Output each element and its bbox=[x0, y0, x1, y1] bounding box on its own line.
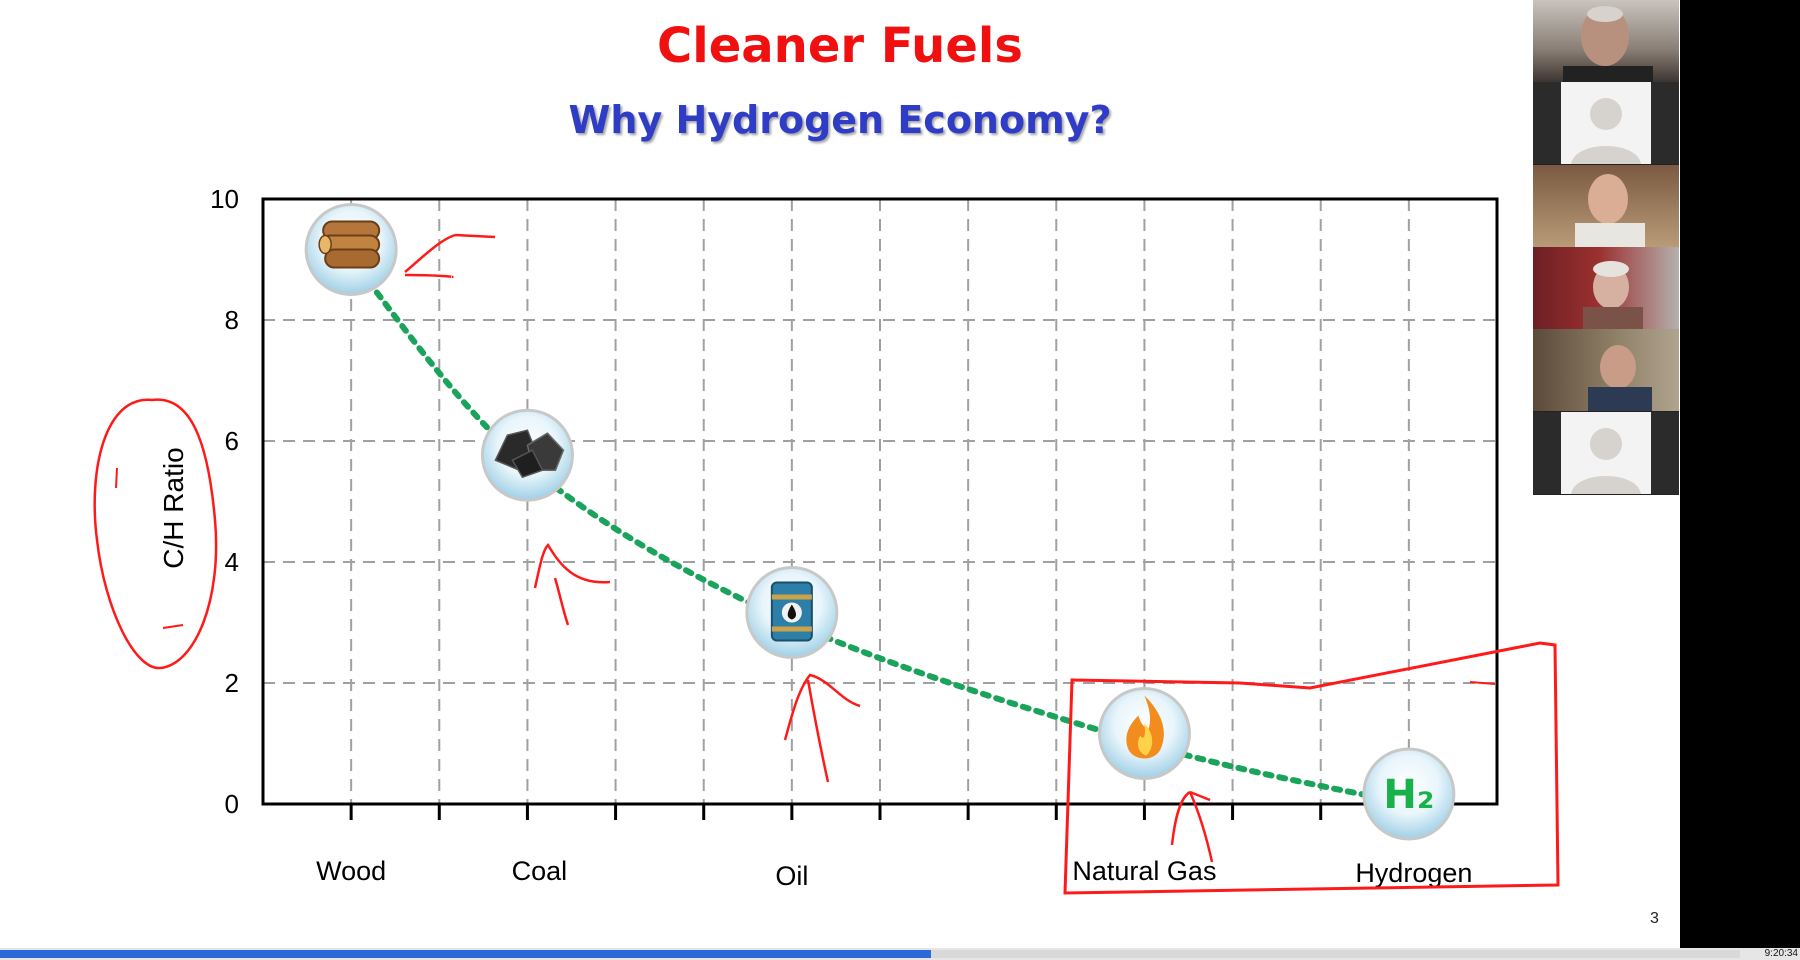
h2-icon: H₂ bbox=[1362, 747, 1456, 841]
y-tick-label: 2 bbox=[225, 668, 239, 698]
participant-avatar-6[interactable] bbox=[1533, 412, 1679, 494]
x-category-label: Coal bbox=[512, 856, 568, 886]
progress-fill bbox=[0, 950, 931, 958]
y-axis-label: C/H Ratio bbox=[158, 447, 189, 568]
participant-face-3 bbox=[1575, 174, 1645, 247]
slide: Cleaner Fuels Why Hydrogen Economy? 0 2 4 6… bbox=[0, 0, 1680, 948]
y-tick-label: 4 bbox=[225, 547, 239, 577]
annotation-mark-gas bbox=[1170, 790, 1214, 863]
y-tick-label: 10 bbox=[210, 184, 239, 214]
annotation-box-gas-hydrogen bbox=[1063, 641, 1560, 895]
chart-grid bbox=[263, 199, 1497, 804]
participant-video-4[interactable] bbox=[1533, 247, 1679, 329]
coal-icon bbox=[480, 408, 574, 502]
annotation-dash-right bbox=[1469, 681, 1496, 685]
y-tick-label: 6 bbox=[225, 426, 239, 456]
x-category-label: Oil bbox=[775, 861, 808, 891]
svg-text:H₂: H₂ bbox=[1383, 772, 1434, 818]
annotation-tick-ylabel bbox=[115, 467, 184, 629]
participants-panel bbox=[1533, 0, 1679, 495]
participant-face-4 bbox=[1583, 261, 1643, 329]
oil-barrel-icon bbox=[745, 566, 839, 659]
chart-axes bbox=[261, 197, 1499, 820]
slide-title: Cleaner Fuels bbox=[657, 18, 1023, 74]
participant-avatar-2[interactable] bbox=[1533, 82, 1679, 164]
x-category-label: Wood bbox=[316, 856, 386, 886]
annotation-circle-ylabel bbox=[93, 398, 218, 670]
avatar-icon bbox=[1571, 98, 1641, 164]
flame-icon bbox=[1097, 687, 1191, 780]
slide-subtitle: Why Hydrogen Economy? bbox=[568, 98, 1112, 142]
y-tick-label: 0 bbox=[225, 789, 239, 819]
x-category-label: Hydrogen bbox=[1355, 858, 1472, 888]
slide-number: 3 bbox=[1650, 910, 1659, 927]
annotation-arrow-oil bbox=[783, 673, 861, 783]
y-tick-label: 8 bbox=[225, 305, 239, 335]
x-category-label: Natural Gas bbox=[1072, 856, 1216, 886]
time-label: 9:20:34 bbox=[1764, 948, 1798, 959]
participant-face-5 bbox=[1588, 345, 1652, 411]
participant-video-3[interactable] bbox=[1533, 165, 1679, 247]
avatar-icon bbox=[1571, 428, 1641, 494]
playback-bar: 9:20:34 bbox=[0, 948, 1800, 960]
pen-annotations bbox=[93, 233, 1560, 895]
participant-video-1[interactable] bbox=[1533, 0, 1679, 82]
chart: 0 2 4 6 8 10 Wood Coal Oil Natural Gas Hydrogen C/H… bbox=[93, 184, 1560, 895]
participant-face-1 bbox=[1563, 6, 1653, 82]
wood-logs-icon bbox=[304, 203, 398, 296]
participant-video-5[interactable] bbox=[1533, 329, 1679, 411]
annotation-arrow-wood bbox=[404, 233, 496, 279]
progress-track[interactable] bbox=[0, 950, 1740, 958]
annotation-arrow-coal bbox=[533, 542, 611, 626]
